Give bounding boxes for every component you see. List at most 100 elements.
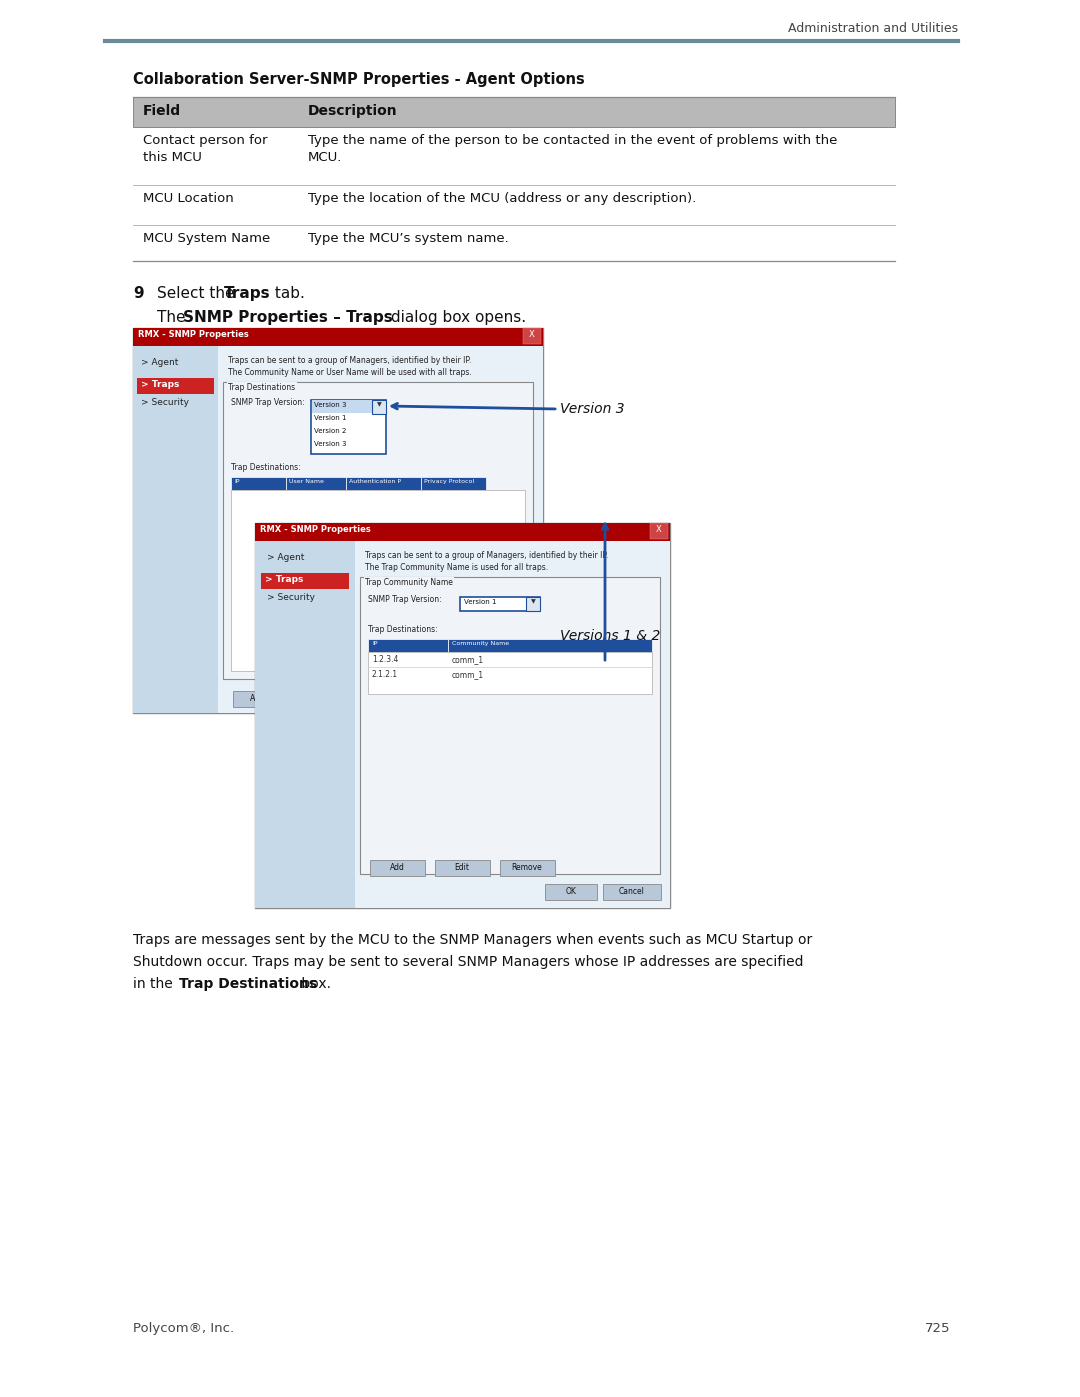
Text: > Security: > Security [267, 592, 315, 602]
Text: SNMP Trap Version:: SNMP Trap Version: [231, 398, 305, 407]
Text: Version 2: Version 2 [314, 427, 347, 434]
Text: IP: IP [372, 641, 378, 645]
Bar [233, 692, 281, 707]
Bar [523, 328, 541, 344]
Text: Version 1: Version 1 [464, 599, 497, 605]
Text: dialog box opens.: dialog box opens. [386, 310, 526, 326]
Bar [133, 96, 895, 127]
Text: 9: 9 [133, 286, 144, 300]
Bar [526, 597, 540, 610]
Text: The: The [157, 310, 190, 326]
Bar [133, 328, 543, 346]
Text: Privacy Protocol: Privacy Protocol [424, 479, 474, 483]
Text: SNMP Trap Version:: SNMP Trap Version: [368, 595, 442, 604]
Bar [231, 490, 525, 671]
Bar [421, 476, 486, 490]
Bar [435, 861, 490, 876]
Text: > Agent: > Agent [141, 358, 178, 367]
Text: RMX - SNMP Properties: RMX - SNMP Properties [260, 525, 370, 534]
Bar [355, 541, 670, 908]
Text: Collaboration Server-SNMP Properties - Agent Options: Collaboration Server-SNMP Properties - A… [133, 73, 584, 87]
Bar [311, 400, 386, 454]
Text: Version 1: Version 1 [314, 415, 347, 420]
Text: Contact person for
this MCU: Contact person for this MCU [143, 134, 268, 163]
Text: OK: OK [566, 887, 577, 895]
Text: Versions 1 & 2: Versions 1 & 2 [561, 629, 660, 643]
Bar [349, 692, 397, 707]
Text: Trap Destinations:: Trap Destinations: [368, 624, 437, 634]
Text: tab.: tab. [270, 286, 305, 300]
Bar [460, 597, 540, 610]
Bar [291, 692, 339, 707]
Bar [360, 577, 660, 875]
Text: comm_1: comm_1 [453, 655, 484, 664]
Text: Description: Description [308, 103, 397, 117]
Text: Community Name: Community Name [453, 641, 509, 645]
Text: > Security: > Security [141, 398, 189, 407]
Bar [261, 573, 349, 590]
Text: > Traps: > Traps [265, 576, 303, 584]
Bar [137, 379, 214, 394]
Text: Cancel: Cancel [619, 887, 645, 895]
Text: The Trap Community Name is used for all traps.: The Trap Community Name is used for all … [365, 563, 549, 571]
Text: RMX - SNMP Properties: RMX - SNMP Properties [138, 330, 248, 339]
Text: Version 3: Version 3 [314, 441, 347, 447]
Bar [312, 400, 384, 414]
Text: box.: box. [297, 977, 330, 990]
Text: Edit: Edit [455, 863, 470, 872]
Bar [368, 638, 448, 652]
Text: Type the location of the MCU (address or any description).: Type the location of the MCU (address or… [308, 191, 697, 205]
Text: Polycom®, Inc.: Polycom®, Inc. [133, 1322, 234, 1336]
Bar [650, 522, 669, 539]
Text: 725: 725 [924, 1322, 950, 1336]
Text: Trap Destinations: Trap Destinations [228, 383, 295, 393]
Bar [603, 884, 661, 900]
Bar [346, 476, 421, 490]
Text: Select the: Select the [157, 286, 240, 300]
Text: Type the MCU’s system name.: Type the MCU’s system name. [308, 232, 509, 244]
Text: MCU System Name: MCU System Name [143, 232, 270, 244]
Text: Trap Community Name: Trap Community Name [365, 578, 453, 587]
Text: IP: IP [234, 479, 240, 483]
Bar [231, 476, 286, 490]
Bar [255, 522, 670, 908]
Bar [372, 400, 386, 414]
Bar [255, 541, 355, 908]
Text: Field: Field [143, 103, 181, 117]
Text: Trap Destinations: Trap Destinations [179, 977, 318, 990]
Text: 1.2.3.4: 1.2.3.4 [372, 655, 399, 664]
Text: X: X [529, 330, 535, 339]
Bar [133, 328, 543, 712]
Bar [286, 476, 346, 490]
Text: MCU Location: MCU Location [143, 191, 233, 205]
Bar [255, 522, 670, 541]
Text: Shutdown occur. Traps may be sent to several SNMP Managers whose IP addresses ar: Shutdown occur. Traps may be sent to sev… [133, 956, 804, 970]
Text: The Community Name or User Name will be used with all traps.: The Community Name or User Name will be … [228, 367, 472, 377]
Text: ▼: ▼ [530, 599, 536, 604]
Text: Version 3: Version 3 [314, 402, 347, 408]
Text: 2.1.2.1: 2.1.2.1 [372, 671, 399, 679]
Text: in the: in the [133, 977, 177, 990]
Text: Traps can be sent to a group of Managers, identified by their IP.: Traps can be sent to a group of Managers… [365, 550, 608, 560]
Text: SNMP Properties – Traps: SNMP Properties – Traps [183, 310, 393, 326]
Bar [500, 861, 555, 876]
Bar [370, 861, 426, 876]
Bar [448, 638, 652, 652]
Text: User Name: User Name [289, 479, 324, 483]
Text: Version 3: Version 3 [561, 402, 624, 416]
Bar [133, 346, 218, 712]
Text: Type the name of the person to be contacted in the event of problems with the
MC: Type the name of the person to be contac… [308, 134, 837, 163]
Text: > Agent: > Agent [267, 553, 305, 562]
Text: Authentication P: Authentication P [349, 479, 401, 483]
Text: Add: Add [249, 694, 265, 703]
Text: Traps: Traps [224, 286, 271, 300]
Text: ▼: ▼ [377, 402, 381, 407]
Text: > Traps: > Traps [141, 380, 179, 388]
Text: Administration and Utilities: Administration and Utilities [788, 22, 958, 35]
Bar [545, 884, 597, 900]
Text: Edit: Edit [308, 694, 323, 703]
Text: Remove: Remove [357, 694, 389, 703]
Text: Remove: Remove [512, 863, 542, 872]
Bar [368, 652, 652, 694]
Bar [218, 346, 543, 712]
